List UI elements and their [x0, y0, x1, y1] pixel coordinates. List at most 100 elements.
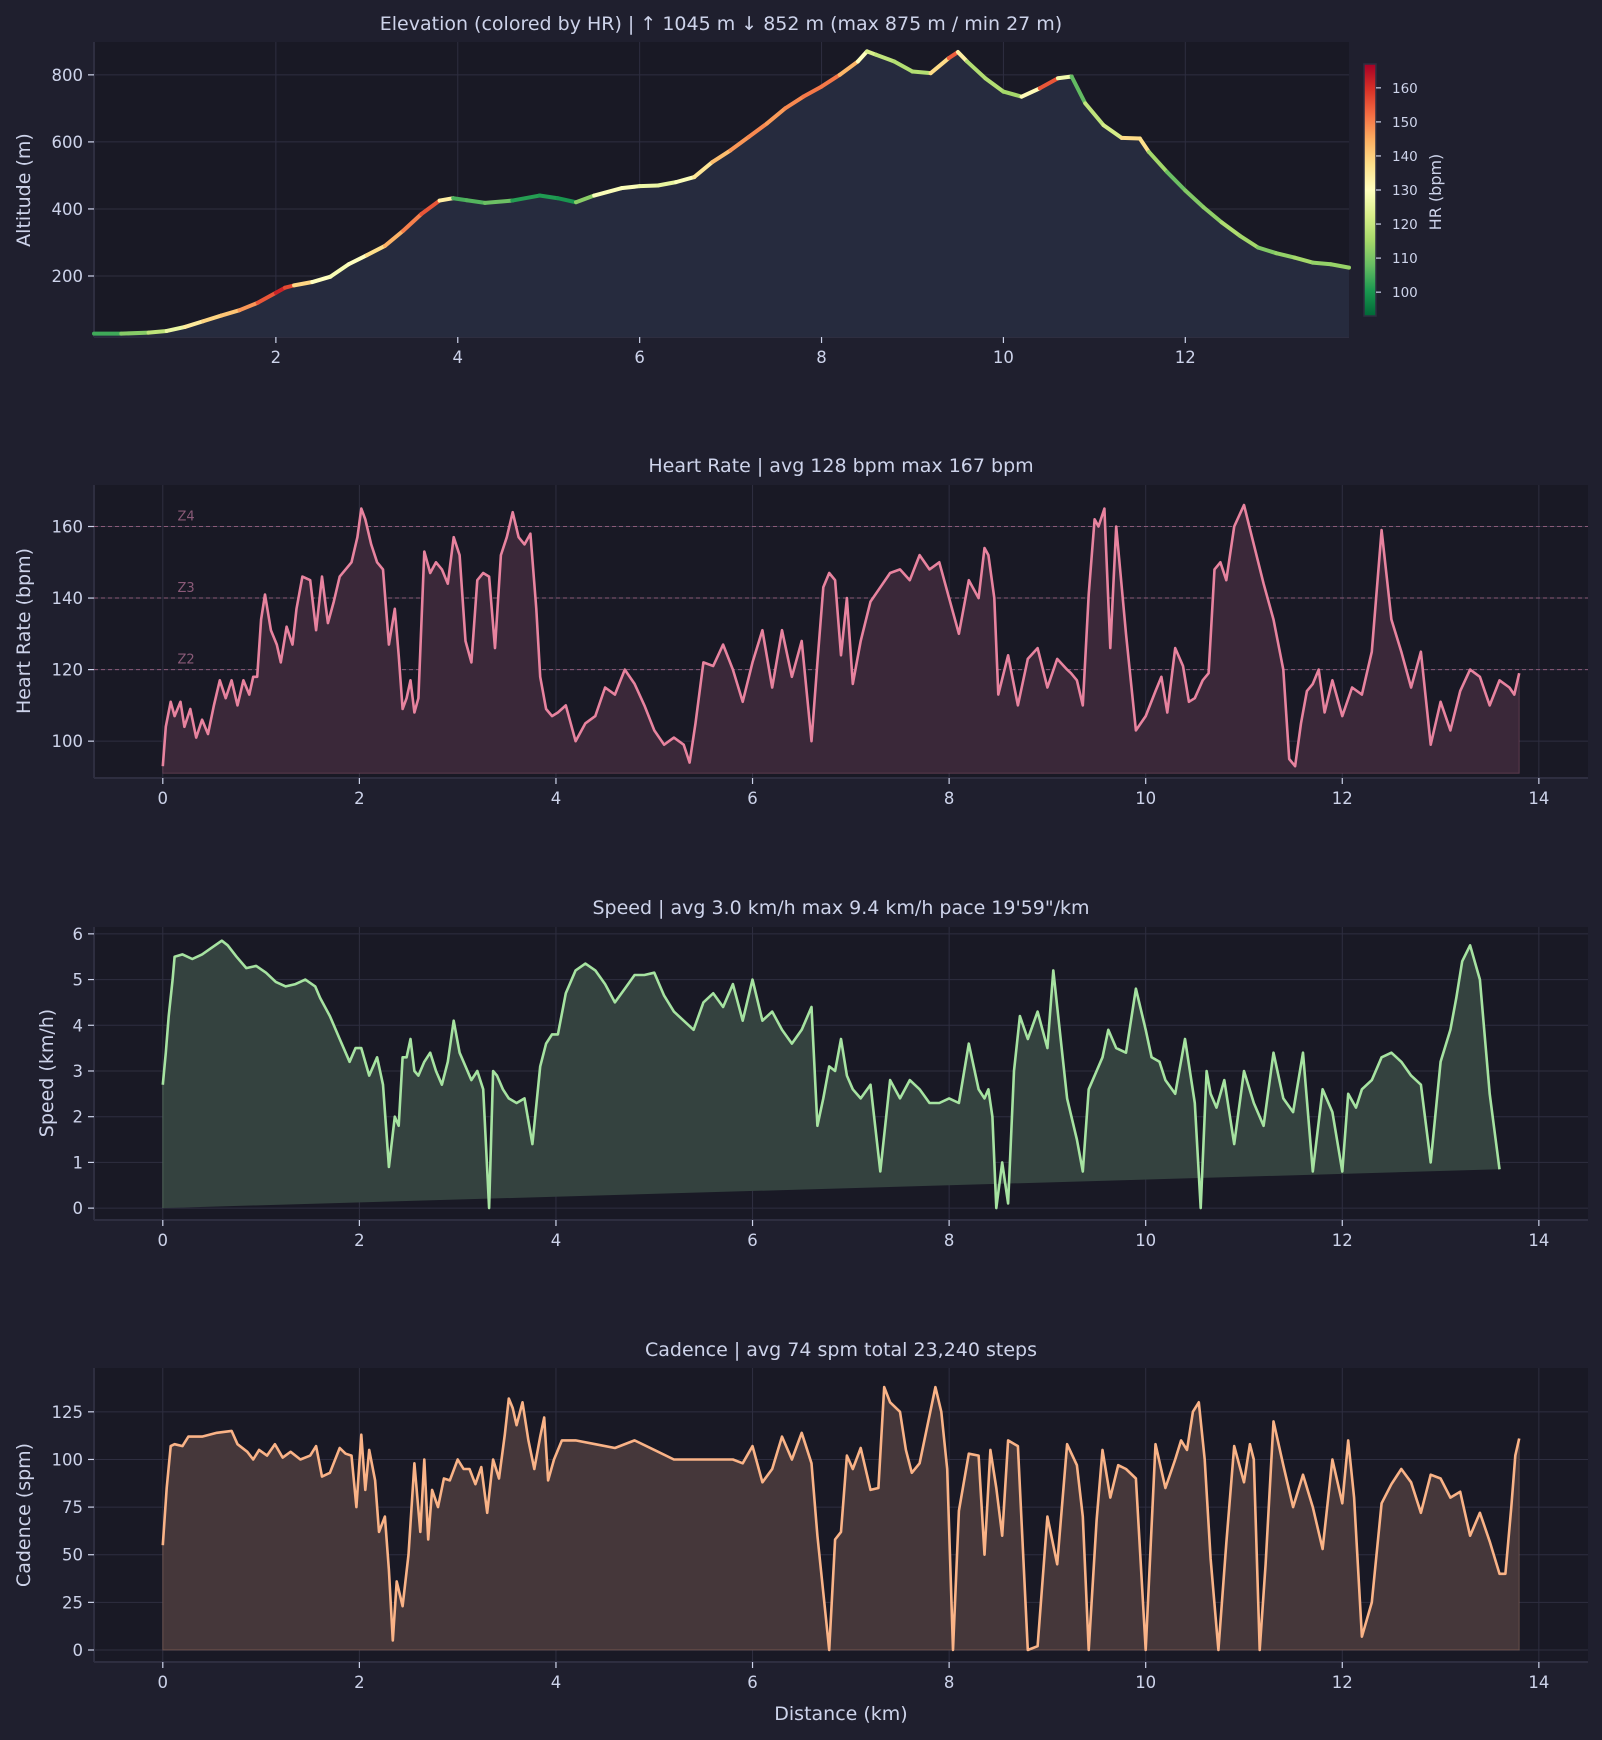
elevation-segment	[837, 59, 860, 77]
elevation-segment	[619, 184, 642, 191]
elevation-segment	[965, 59, 988, 81]
hr-colorbar-ticks: 100 110 120 130 140 150 160	[1376, 81, 1418, 301]
elevation-segment	[764, 106, 788, 126]
y-tick-label: 1	[73, 1153, 84, 1172]
y-tick-label: 25	[62, 1593, 83, 1612]
colorbar-tick-label: 100	[1392, 285, 1418, 301]
x-tick-label: 4	[551, 789, 562, 808]
heart-rate-x-ticks: 0 2 4 6 8 10 12 14	[158, 778, 1549, 808]
elevation-segment	[555, 196, 578, 205]
elevation-segment	[1183, 188, 1206, 210]
elevation-segment	[346, 253, 369, 267]
y-tick-label: 600	[52, 133, 84, 152]
elevation-chart: 2 4 6 8 10 12 200 400 600 800 Elevation (colored…	[13, 13, 1445, 367]
elevation-segment	[146, 328, 169, 335]
elevation-segment	[692, 160, 715, 180]
x-tick-label: 14	[1528, 1231, 1549, 1250]
x-tick-label: 6	[747, 789, 758, 808]
elevation-segment	[855, 49, 870, 64]
y-tick-label: 50	[62, 1546, 83, 1565]
hr-colorbar: 100 110 120 130 140 150 160 HR (bpm)	[1363, 63, 1445, 317]
elevation-segment	[655, 180, 679, 188]
elevation-segment	[1292, 255, 1315, 265]
elevation-segment	[510, 193, 542, 203]
elevation-segment	[710, 148, 733, 165]
x-tick-label: 8	[944, 1673, 955, 1692]
x-tick-label: 4	[551, 1231, 562, 1250]
speed-line	[161, 939, 1501, 1210]
elevation-segment	[801, 84, 824, 99]
heart-rate-line	[161, 503, 1521, 768]
elevation-segment	[955, 50, 970, 64]
x-tick-label: 8	[944, 789, 955, 808]
speed-y-axis-label: Speed (km/h)	[36, 1009, 58, 1137]
x-tick-label: 0	[158, 1673, 169, 1692]
elevation-segment	[1101, 123, 1124, 140]
elevation-segment	[483, 198, 515, 205]
x-tick-label: 12	[1332, 1673, 1353, 1692]
x-tick-label: 6	[634, 348, 645, 367]
elevation-segment	[1165, 170, 1188, 193]
y-tick-label: 200	[52, 267, 84, 286]
y-tick-label: 160	[52, 517, 84, 536]
elevation-segment	[1119, 135, 1142, 141]
elevation-segment	[910, 69, 933, 76]
elevation-segment	[451, 196, 469, 203]
elevation-segment	[164, 324, 187, 333]
elevation-segment	[310, 274, 333, 285]
elevation-segment	[1328, 262, 1351, 270]
x-tick-label: 8	[816, 348, 827, 367]
y-tick-label: 140	[52, 589, 84, 608]
cadence-x-axis-label: Distance (km)	[774, 1703, 907, 1725]
elevation-segment	[1310, 260, 1333, 267]
elevation-segment	[1146, 149, 1170, 175]
y-tick-label: 0	[73, 1641, 84, 1660]
elevation-segment	[437, 196, 456, 203]
elevation-segment	[328, 262, 351, 279]
y-tick-label: 2	[73, 1108, 84, 1127]
colorbar-tick-label: 140	[1392, 149, 1418, 165]
heart-rate-y-axis-label: Heart Rate (bpm)	[13, 548, 35, 714]
y-tick-label: 400	[52, 200, 84, 219]
speed-x-ticks: 0 2 4 6 8 10 12 14	[158, 1220, 1549, 1250]
cadence-line	[161, 1385, 1521, 1652]
elevation-segment	[1037, 76, 1060, 91]
elevation-segment	[1019, 86, 1042, 99]
hr-colorbar-label: HR (bpm)	[1426, 154, 1445, 231]
elevation-segment	[364, 243, 388, 258]
elevation-segment	[1201, 205, 1224, 225]
elevation-segment	[182, 319, 206, 329]
x-tick-label: 10	[1135, 1673, 1156, 1692]
x-tick-label: 12	[1332, 1231, 1353, 1250]
x-tick-label: 14	[1528, 789, 1549, 808]
y-tick-label: 120	[52, 661, 84, 680]
x-tick-label: 10	[993, 348, 1014, 367]
x-tick-label: 10	[1135, 789, 1156, 808]
elevation-title: Elevation (colored by HR) | ↑ 1045 m ↓ 8…	[380, 13, 1062, 35]
elevation-segment	[1274, 251, 1297, 260]
x-tick-label: 14	[1528, 1673, 1549, 1692]
elevation-segment	[1083, 101, 1106, 128]
elevation-segment	[983, 76, 1006, 94]
x-tick-label: 8	[944, 1231, 955, 1250]
elevation-y-axis-label: Altitude (m)	[13, 133, 35, 247]
elevation-segment	[464, 198, 488, 205]
elevation-segment	[592, 186, 624, 198]
elevation-y-ticks: 200 400 600 800	[52, 66, 94, 286]
cadence-title: Cadence | avg 74 spm total 23,240 steps	[645, 1339, 1037, 1361]
hr-colorbar-bar	[1363, 63, 1377, 317]
y-tick-label: 75	[62, 1498, 83, 1517]
x-tick-label: 12	[1332, 789, 1353, 808]
zone-label: Z2	[178, 653, 195, 668]
elevation-segment	[292, 280, 315, 288]
elevation-segment	[746, 121, 769, 139]
heart-rate-title: Heart Rate | avg 128 bpm max 167 bpm	[648, 455, 1033, 477]
x-tick-label: 2	[354, 1231, 365, 1250]
elevation-fill	[94, 51, 1349, 338]
elevation-segment	[637, 183, 660, 189]
elevation-segment	[1219, 220, 1242, 238]
x-tick-label: 10	[1135, 1231, 1156, 1250]
zone-label: Z4	[178, 509, 195, 524]
